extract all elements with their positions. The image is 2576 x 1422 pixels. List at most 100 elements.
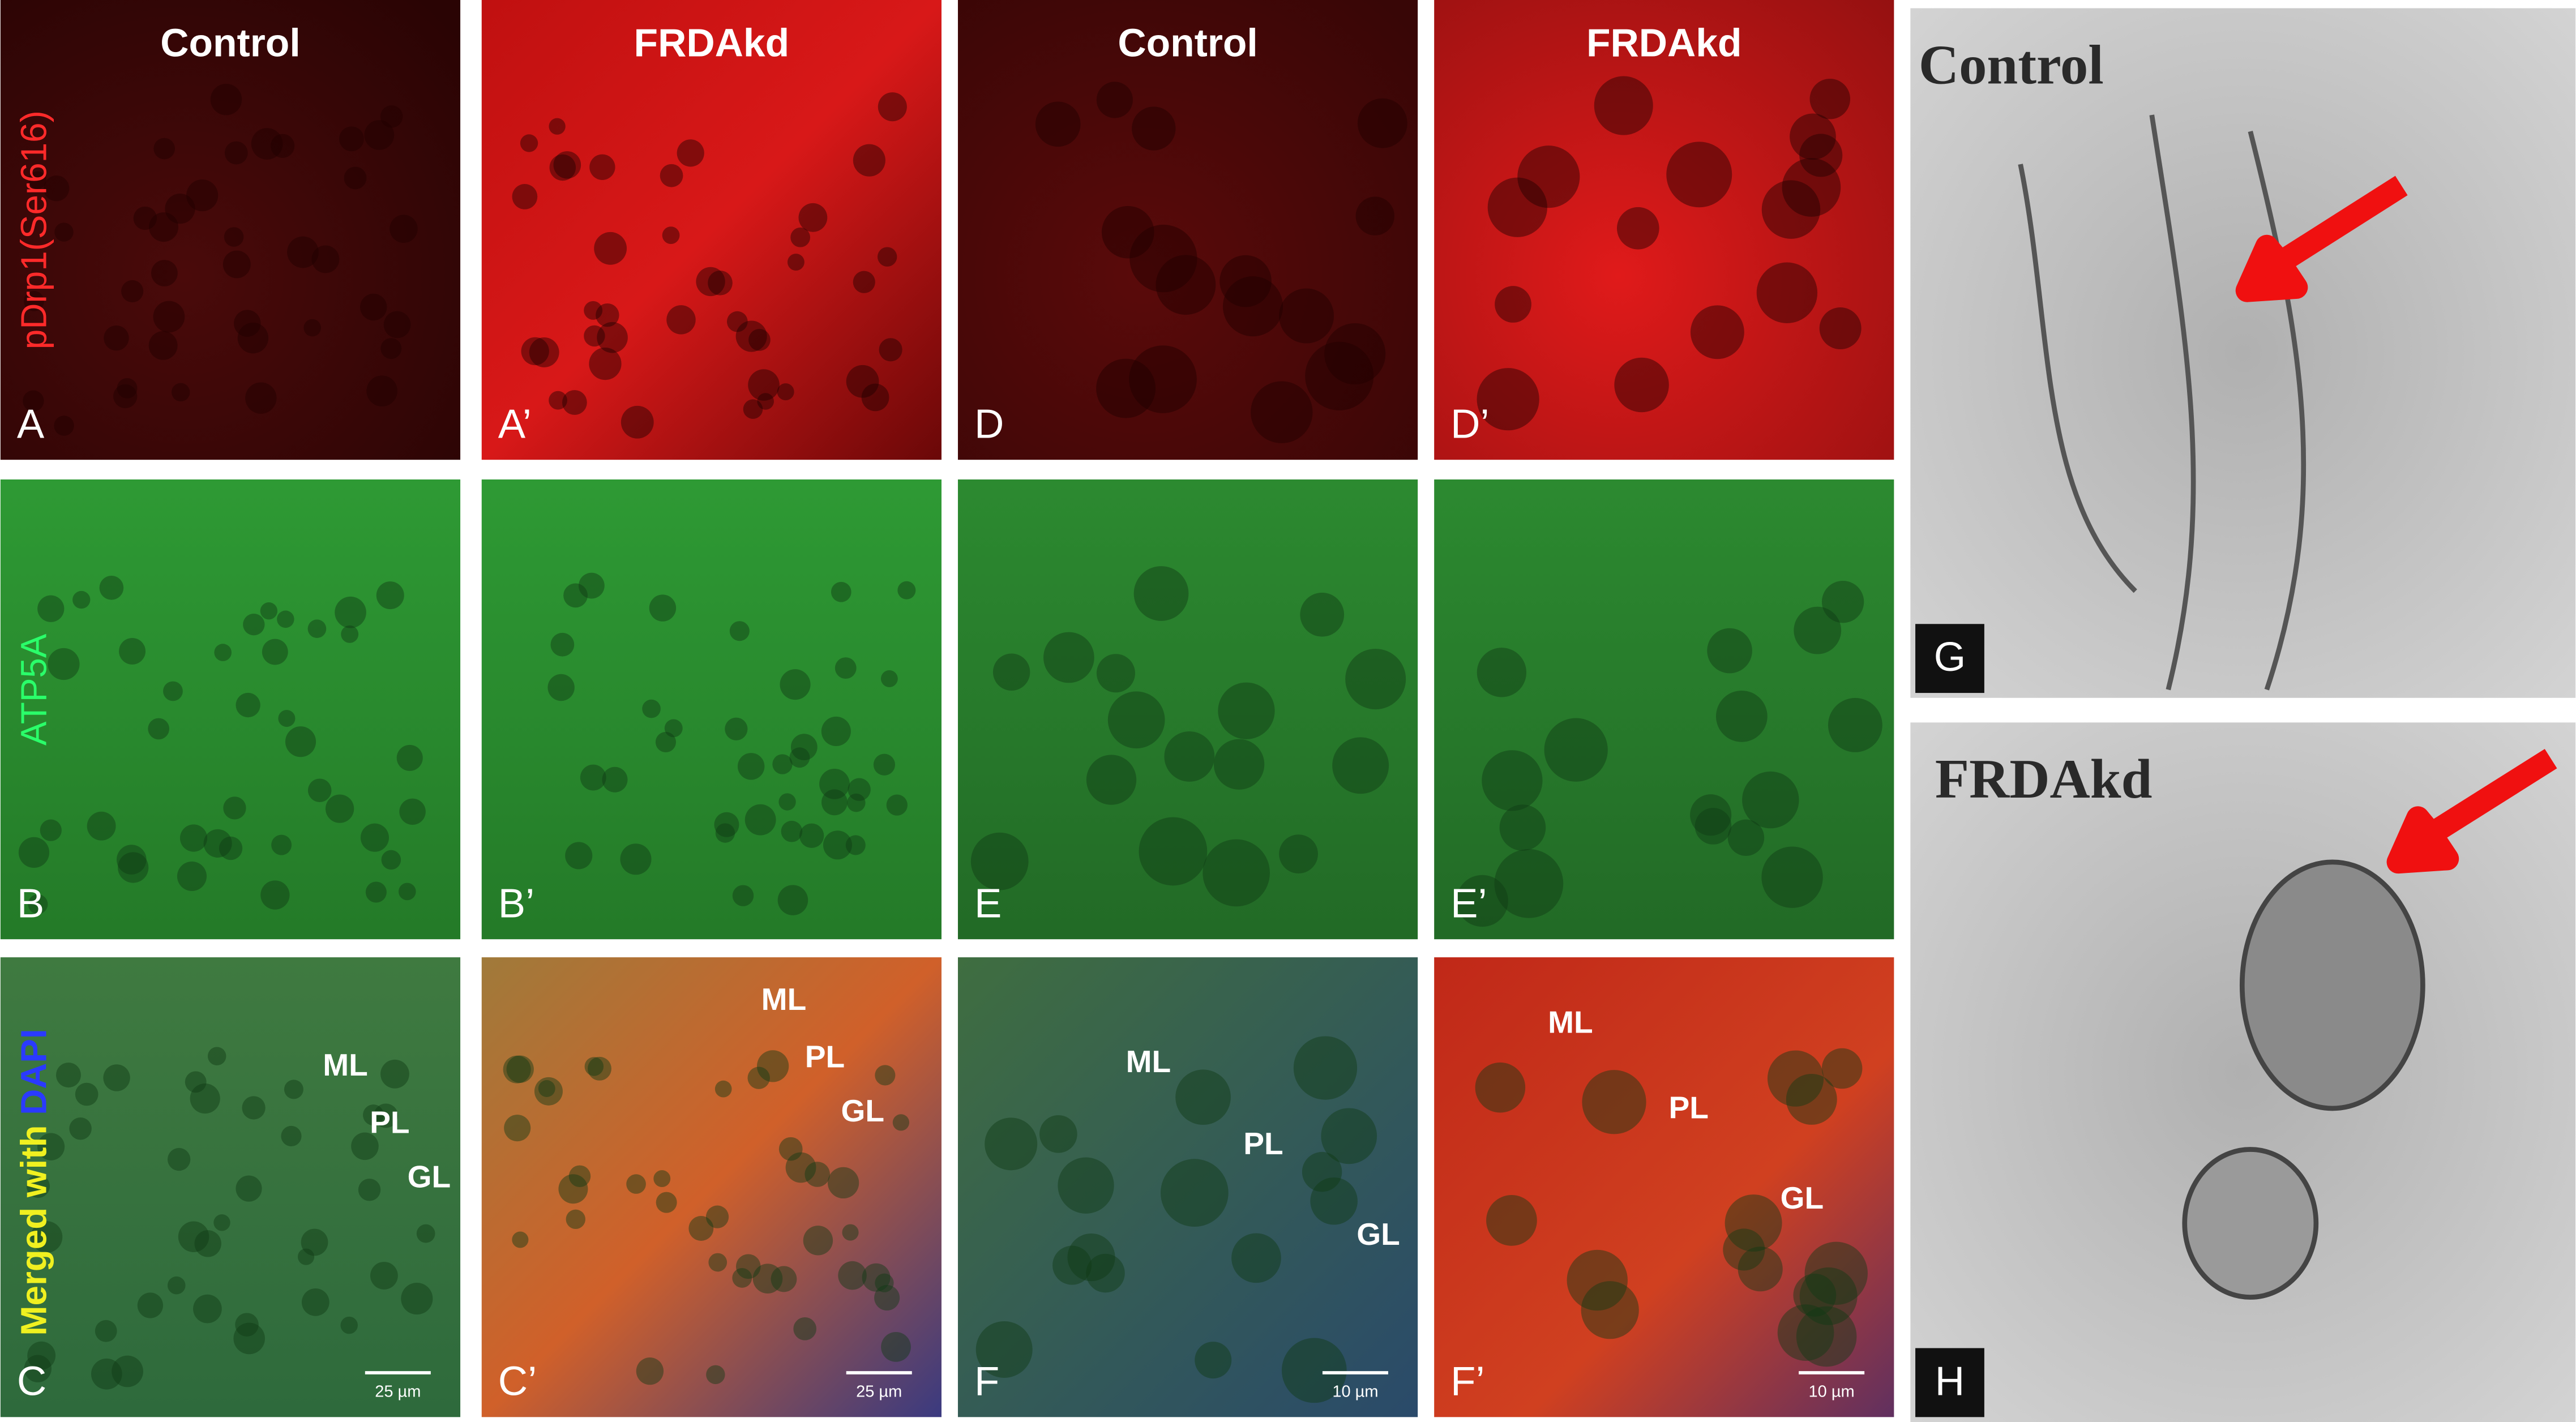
cell — [1782, 158, 1841, 217]
cell — [642, 699, 661, 718]
cell — [1195, 1342, 1232, 1379]
cell — [549, 391, 567, 410]
cell — [1738, 1247, 1783, 1292]
layer-label: PL — [1243, 1126, 1283, 1161]
cell — [584, 1057, 604, 1076]
cell — [636, 1357, 664, 1385]
cell — [1727, 819, 1765, 856]
cell — [27, 1341, 56, 1370]
cell — [1218, 682, 1275, 739]
cell — [1096, 358, 1156, 418]
em-panels: Control G FRDAkd H — [1910, 8, 2576, 1422]
cell — [1305, 341, 1374, 410]
cell — [714, 812, 739, 837]
cell — [37, 1133, 65, 1160]
cell — [151, 260, 178, 286]
cell — [1039, 1115, 1077, 1153]
cell — [1694, 808, 1732, 845]
cell — [341, 625, 359, 643]
cell — [1156, 255, 1216, 315]
micrograph — [0, 957, 461, 1417]
cell — [847, 793, 866, 812]
cell — [879, 338, 902, 362]
cell — [580, 764, 606, 791]
cell — [875, 1273, 894, 1292]
cell — [1494, 849, 1564, 918]
cell — [1582, 1070, 1646, 1134]
cell — [880, 670, 898, 687]
cell — [222, 250, 251, 279]
cell — [732, 885, 754, 906]
cell — [213, 1214, 230, 1231]
cell — [831, 581, 851, 602]
cell — [756, 1050, 789, 1082]
cell — [842, 1224, 859, 1241]
cell — [219, 836, 243, 860]
cell — [853, 271, 875, 293]
cell — [37, 595, 65, 622]
cell — [587, 1056, 611, 1081]
cell — [892, 1114, 910, 1131]
cell — [351, 1132, 379, 1160]
panel-letter: B’ — [498, 880, 534, 926]
layer-label: ML — [323, 1047, 368, 1082]
cell — [271, 834, 292, 855]
cell — [233, 1322, 265, 1355]
cell — [117, 378, 138, 399]
cell — [1321, 1108, 1377, 1164]
cell — [1799, 134, 1843, 177]
cell — [190, 1083, 220, 1114]
cell — [26, 1174, 50, 1198]
micrograph — [1434, 957, 1894, 1417]
layer-label: GL — [408, 1159, 451, 1194]
cell — [186, 179, 219, 212]
cell — [121, 280, 144, 303]
cell — [875, 1065, 896, 1086]
cell — [1219, 255, 1272, 307]
cell — [54, 416, 74, 436]
cell — [1133, 566, 1189, 621]
cell — [790, 227, 811, 247]
cell — [970, 832, 1029, 890]
cell — [171, 383, 190, 402]
cell — [649, 594, 677, 622]
cell — [827, 1167, 859, 1199]
cell — [558, 1174, 588, 1204]
cell — [696, 267, 725, 297]
cell — [705, 1205, 729, 1228]
cell — [133, 206, 157, 230]
cell — [584, 301, 603, 320]
cell — [1310, 1177, 1358, 1225]
cell — [24, 1355, 52, 1382]
cell — [772, 754, 793, 774]
cell — [553, 151, 581, 179]
cell — [364, 120, 395, 150]
cell — [301, 1288, 330, 1316]
cell — [666, 305, 696, 335]
cell — [780, 669, 811, 700]
micrograph — [957, 479, 1418, 940]
layer-label: ML — [761, 982, 807, 1017]
cell — [399, 798, 426, 825]
cell — [873, 753, 896, 776]
cell — [660, 164, 683, 187]
cell — [589, 154, 615, 180]
cell — [853, 144, 885, 177]
cell — [975, 1321, 1033, 1378]
cell — [1804, 1241, 1868, 1305]
cell — [725, 717, 748, 740]
cell — [778, 1137, 803, 1161]
em-mitochondrion — [2182, 1147, 2319, 1300]
layer-label: PL — [370, 1105, 409, 1140]
cell — [881, 1332, 911, 1362]
cell — [1499, 804, 1546, 851]
micrograph — [0, 0, 461, 460]
cell — [1129, 224, 1197, 293]
cell — [1715, 690, 1768, 742]
cell — [1293, 1036, 1358, 1100]
panel-letter: F’ — [1450, 1358, 1484, 1404]
cell — [1809, 79, 1851, 119]
cell — [626, 1174, 646, 1194]
cell — [798, 203, 828, 232]
cell — [360, 823, 390, 852]
